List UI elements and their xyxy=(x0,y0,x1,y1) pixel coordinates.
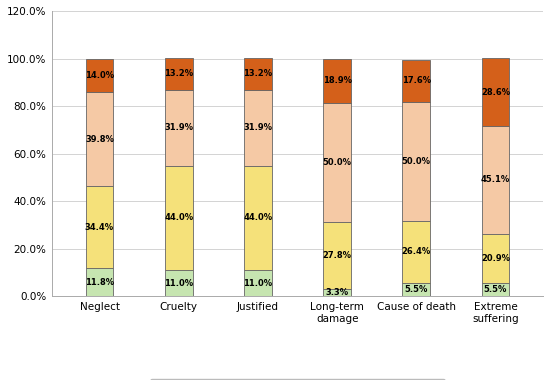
Bar xyxy=(403,101,430,220)
Text: 44.0%: 44.0% xyxy=(243,214,272,222)
Bar xyxy=(403,220,430,283)
Bar xyxy=(244,58,272,90)
Text: 11.0%: 11.0% xyxy=(164,279,193,288)
Text: 11.0%: 11.0% xyxy=(243,279,272,288)
Text: 18.9%: 18.9% xyxy=(323,76,351,86)
Bar xyxy=(323,288,351,296)
Bar xyxy=(86,92,113,187)
Text: 13.2%: 13.2% xyxy=(243,70,272,79)
Bar xyxy=(165,166,192,270)
Bar xyxy=(86,187,113,268)
Legend: Self-evident, Easy, Circumstantial, Difficult: Self-evident, Easy, Circumstantial, Diff… xyxy=(150,379,445,380)
Text: 39.8%: 39.8% xyxy=(85,135,114,144)
Bar xyxy=(165,270,192,296)
Bar xyxy=(244,166,272,270)
Text: 14.0%: 14.0% xyxy=(85,71,114,80)
Text: 26.4%: 26.4% xyxy=(402,247,431,256)
Bar xyxy=(482,234,509,283)
Text: 50.0%: 50.0% xyxy=(402,157,431,166)
Text: 11.8%: 11.8% xyxy=(85,278,114,287)
Bar xyxy=(86,268,113,296)
Bar xyxy=(482,126,509,234)
Text: 34.4%: 34.4% xyxy=(85,223,114,232)
Text: 45.1%: 45.1% xyxy=(481,176,510,184)
Text: 3.3%: 3.3% xyxy=(326,288,349,297)
Bar xyxy=(244,270,272,296)
Bar xyxy=(165,58,192,90)
Bar xyxy=(403,283,430,296)
Text: 44.0%: 44.0% xyxy=(164,214,193,222)
Bar xyxy=(482,58,509,126)
Bar xyxy=(323,59,351,103)
Bar xyxy=(482,283,509,296)
Text: 20.9%: 20.9% xyxy=(481,254,510,263)
Text: 28.6%: 28.6% xyxy=(481,88,510,97)
Text: 31.9%: 31.9% xyxy=(244,123,272,132)
Text: 50.0%: 50.0% xyxy=(323,158,351,168)
Bar xyxy=(403,60,430,101)
Text: 5.5%: 5.5% xyxy=(405,285,428,294)
Text: 17.6%: 17.6% xyxy=(402,76,431,85)
Bar xyxy=(165,90,192,166)
Text: 13.2%: 13.2% xyxy=(164,70,193,79)
Bar xyxy=(86,59,113,92)
Bar xyxy=(323,103,351,222)
Text: 5.5%: 5.5% xyxy=(484,285,507,294)
Text: 27.8%: 27.8% xyxy=(323,251,351,260)
Text: 31.9%: 31.9% xyxy=(164,123,193,132)
Bar xyxy=(323,222,351,288)
Bar xyxy=(244,90,272,166)
